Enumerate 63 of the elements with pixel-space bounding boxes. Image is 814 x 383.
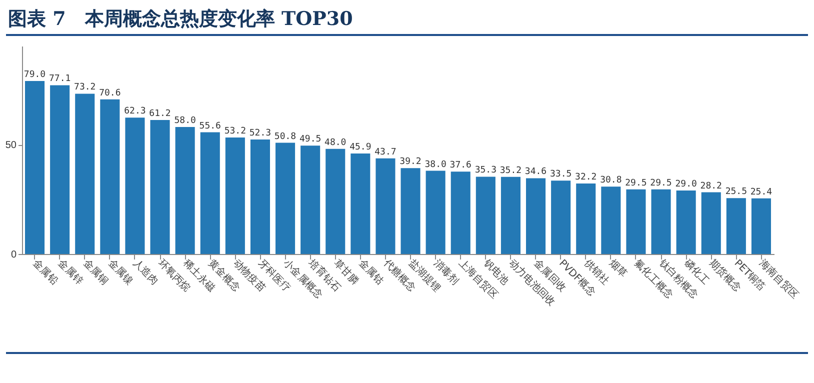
data-label: 30.8: [600, 176, 622, 186]
chart-title: 图表 7 本周概念总热度变化率 TOP30: [7, 7, 354, 32]
bar: [100, 99, 120, 254]
data-label: 25.5: [725, 187, 748, 198]
data-label: 50.8: [274, 132, 296, 142]
y-tick-label: 0: [10, 250, 17, 260]
data-label: 35.2: [500, 166, 522, 176]
bar: [75, 94, 95, 254]
data-label: 70.6: [99, 88, 121, 98]
bar: [50, 85, 70, 254]
data-label: 25.4: [750, 187, 772, 198]
bar: [326, 148, 346, 254]
data-label: 32.2: [575, 172, 597, 182]
data-label: 35.3: [474, 166, 497, 176]
data-label: 62.3: [124, 106, 146, 117]
data-label: 34.6: [524, 167, 547, 178]
data-label: 61.2: [149, 109, 171, 120]
data-label: 73.2: [74, 82, 96, 93]
bar: [376, 158, 396, 254]
data-label: 39.2: [400, 157, 422, 168]
bar: [500, 176, 520, 254]
data-label: 43.7: [374, 147, 396, 158]
bar: [601, 186, 621, 254]
data-label: 45.9: [350, 142, 372, 153]
data-label: 79.0: [24, 70, 46, 80]
data-label: 29.5: [625, 178, 647, 188]
bar: [200, 132, 220, 254]
bar: [150, 120, 170, 254]
bar: [476, 176, 496, 254]
bar: [751, 198, 771, 254]
bar: [175, 127, 195, 254]
data-label: 33.5: [550, 170, 572, 180]
data-label: 52.3: [249, 128, 272, 138]
bar: [426, 170, 446, 254]
data-label: 29.0: [675, 180, 697, 190]
data-label: 38.0: [424, 160, 446, 170]
bar: [676, 190, 696, 254]
bar: [25, 81, 45, 254]
bar: [701, 192, 721, 254]
data-label: 53.2: [224, 126, 246, 137]
data-label: 49.5: [299, 134, 322, 145]
data-label: 28.2: [700, 181, 722, 192]
bar: [576, 184, 596, 254]
data-label: 58.0: [174, 116, 196, 126]
bar: [526, 178, 546, 254]
bar: [651, 189, 671, 254]
bar: [225, 138, 245, 254]
bar: [726, 198, 746, 254]
data-label: 37.6: [450, 160, 472, 171]
data-label: 29.5: [650, 178, 672, 188]
data-label: 77.1: [48, 74, 71, 84]
data-label: 48.0: [324, 138, 346, 148]
bar: [551, 180, 571, 254]
bar: [300, 146, 320, 254]
data-label: 55.6: [199, 121, 221, 132]
bar: [250, 139, 270, 254]
bar: [400, 168, 420, 254]
bar: [125, 118, 145, 254]
y-tick-label: 50: [5, 140, 17, 152]
bar: [350, 154, 370, 254]
bar: [450, 172, 470, 254]
bar: [626, 189, 646, 254]
bar: [276, 142, 296, 254]
